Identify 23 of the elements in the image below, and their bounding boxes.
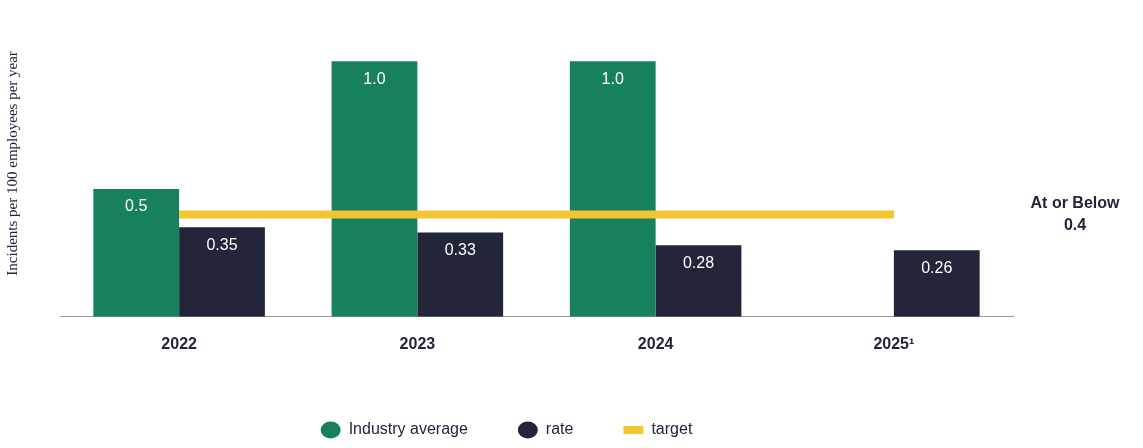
x-tick-label: 2023	[399, 334, 436, 352]
bar	[93, 188, 180, 317]
legend-label: Industry average	[348, 420, 468, 438]
text: At or Below 0.4	[1030, 193, 1120, 233]
bar	[331, 61, 418, 317]
bar	[569, 61, 656, 317]
data-label: 1.0	[363, 69, 386, 87]
data-label: 0.5	[125, 197, 148, 215]
y-axis-title: Incidents per 100 employees per year	[3, 51, 20, 276]
bar	[655, 245, 742, 317]
data-label: 0.28	[682, 253, 715, 271]
bar	[179, 227, 265, 317]
legend-label: rate	[545, 420, 574, 438]
data-label: 0.33	[444, 240, 476, 258]
data-label: 0.35	[206, 235, 238, 253]
x-tick-label: 2024	[637, 334, 674, 352]
x-tick-label: 2022	[161, 334, 198, 352]
bar	[893, 250, 980, 317]
data-label: 0.26	[921, 258, 953, 276]
legend-label: target	[651, 420, 693, 438]
bar	[417, 232, 504, 317]
x-tick-label: 2025¹	[873, 334, 915, 352]
data-label: 1.0	[601, 69, 624, 87]
